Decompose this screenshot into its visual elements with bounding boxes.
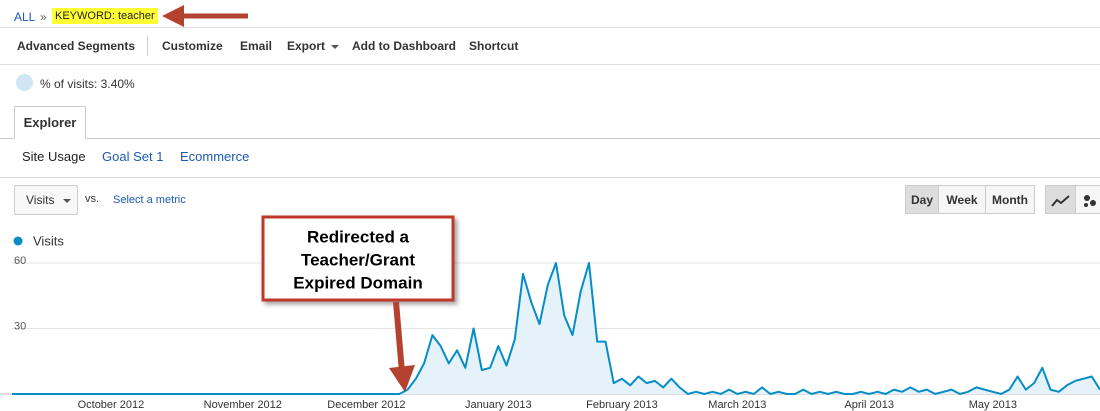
toolbar-item[interactable]: Customize: [162, 39, 223, 53]
metric-label: Visits: [26, 193, 55, 207]
x-tick-label: March 2013: [708, 399, 766, 411]
subtab[interactable]: Ecommerce: [180, 149, 250, 164]
dropdown-arrow: [63, 198, 72, 203]
subtab[interactable]: Site Usage: [22, 149, 86, 164]
breadcrumb-root[interactable]: ALL: [14, 10, 36, 24]
arrow-head: [389, 365, 415, 392]
line: [12, 262, 1100, 395]
breadcrumb-current: KEYWORD: teacher: [52, 8, 158, 24]
line-icon: [1050, 195, 1070, 207]
annotation-text: Redirected a: [307, 227, 410, 246]
arrow-shaft: [393, 301, 405, 373]
segment-label: % of visits: 3.40%: [40, 77, 135, 91]
arrow-head: [162, 5, 184, 27]
divider: [0, 177, 1100, 178]
y-tick-label: 60: [14, 255, 26, 267]
x-tick-label: April 2013: [844, 399, 894, 411]
x-tick-label: May 2013: [969, 399, 1017, 411]
toolbar-item[interactable]: Add to Dashboard: [352, 39, 456, 53]
bubble-icon: [1084, 194, 1096, 207]
separator: [147, 36, 148, 56]
compare-link[interactable]: Select a metric: [113, 194, 186, 206]
legend-label: Visits: [33, 233, 64, 248]
x-tick-label: February 2013: [586, 399, 658, 411]
area-fill: [12, 263, 1100, 394]
annotation-box: [261, 215, 455, 302]
toolbar-label: Export: [287, 39, 326, 53]
toolbar-item[interactable]: Export: [287, 39, 340, 53]
divider: [0, 138, 1100, 139]
x-tick-label: December 2012: [327, 399, 405, 411]
annotation-text: Teacher/Grant: [301, 250, 415, 269]
y-tick-label: 30: [14, 320, 26, 332]
toolbar-item[interactable]: Email: [240, 39, 273, 53]
toolbar-item[interactable]: Advanced Segments: [17, 39, 136, 53]
motion-chart-button[interactable]: [1075, 185, 1100, 214]
subtab[interactable]: Goal Set 1: [102, 149, 164, 164]
dropdown-arrow: [331, 44, 340, 49]
metric-dropdown[interactable]: Visits: [14, 185, 78, 215]
line-chart-button[interactable]: [1045, 185, 1076, 214]
legend-marker: [13, 236, 23, 246]
toolbar-item[interactable]: Shortcut: [469, 39, 519, 53]
x-tick-label: January 2013: [465, 399, 532, 411]
vs-label: vs.: [85, 193, 100, 205]
annotation-text: Expired Domain: [293, 273, 422, 292]
period-button[interactable]: Day: [905, 185, 939, 214]
segment-pie-icon: [16, 74, 33, 91]
tab[interactable]: Explorer: [14, 106, 86, 139]
breadcrumb-separator: »: [40, 10, 47, 24]
x-tick-label: October 2012: [78, 399, 145, 411]
period-button[interactable]: Month: [985, 185, 1035, 214]
x-tick-label: November 2012: [204, 399, 282, 411]
divider: [0, 64, 1100, 65]
divider: [0, 27, 1100, 28]
period-button[interactable]: Week: [938, 185, 986, 214]
